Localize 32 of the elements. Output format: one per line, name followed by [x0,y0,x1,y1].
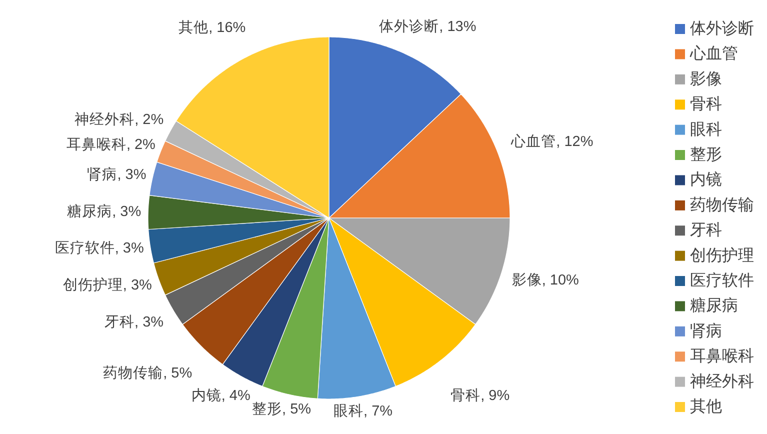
legend-label: 骨科 [690,96,722,114]
slice-label: 内镜, 4% [191,388,250,404]
slice-label: 影像, 10% [512,272,579,288]
legend-label: 体外诊断 [690,20,754,38]
slice-label: 创伤护理, 3% [62,277,152,294]
legend-label: 整形 [690,146,722,164]
legend-label: 牙科 [690,222,722,240]
slice-label: 肾病, 3% [87,167,146,184]
legend-label: 心血管 [690,46,738,63]
legend-label: 眼科 [690,121,722,138]
slice-label: 糖尿病, 3% [67,204,142,220]
legend-label: 肾病 [690,322,722,340]
slice-label: 心血管, 12% [511,134,594,150]
slice-label: 眼科, 7% [334,404,393,420]
legend-label: 影像 [690,70,722,88]
slice-label: 体外诊断, 13% [379,19,476,36]
legend-label: 糖尿病 [690,298,738,315]
slice-label: 其他, 16% [178,20,246,36]
legend-label: 医疗软件 [690,272,754,290]
legend-label: 神经外科 [690,373,754,390]
legend-label: 耳鼻喉科 [690,348,754,366]
slice-label: 整形, 5% [252,401,312,418]
legend-label: 内镜 [690,172,722,189]
slice-label: 医疗软件, 3% [54,240,144,257]
slice-label: 耳鼻喉科, 2% [66,137,156,154]
legend-label: 药物传输 [690,196,754,214]
slice-label: 骨科, 9% [450,388,510,404]
legend-label: 其他 [690,398,722,416]
slice-label: 牙科, 3% [104,314,164,330]
slice-label: 神经外科, 2% [74,112,164,128]
slice-label: 药物传输, 5% [103,366,192,382]
legend-label: 创伤护理 [690,247,754,264]
